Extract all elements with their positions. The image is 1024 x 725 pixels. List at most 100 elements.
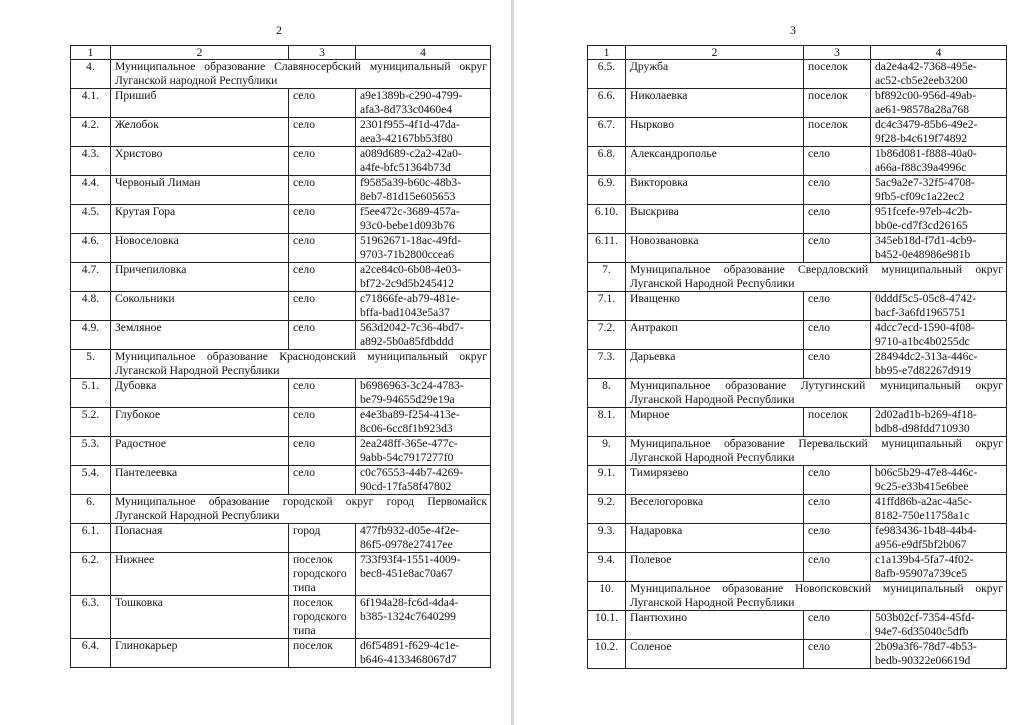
- table-row: 6.2. Нижнее поселок городского типа 733f93f…: [70, 552, 491, 596]
- settlement-id-part: e4e3ba89-f254-413e-: [360, 408, 460, 421]
- settlement-name: Крутая Гора: [110, 204, 289, 234]
- settlement-name: Тимирязево: [625, 465, 804, 495]
- settlement-id-part: 4dcc7ecd-1590-4f08-: [875, 321, 975, 334]
- table-row: 4.8. Сокольники село c71866fe-ab79-481e-bff…: [70, 291, 491, 321]
- settlement-id: 41ffd86b-a2ac-4a5c- 8182-750e11758a1c: [870, 494, 1007, 524]
- section-row: 6. Муниципальное образование городской ок…: [70, 494, 491, 524]
- settlement-id-part: aea3-42167bb53f80: [360, 132, 453, 145]
- settlement-id: a2ce84c0-6b08-4e03- bf72-2c9d5b245412: [355, 262, 491, 292]
- column-header: 1: [587, 45, 626, 60]
- settlement-type: село: [803, 494, 871, 524]
- settlement-name: Выскрива: [625, 204, 804, 234]
- settlement-name: Викторовка: [625, 175, 804, 205]
- settlement-id: b6986963-3c24-4783- be79-94655d29e19a: [355, 378, 491, 408]
- settlement-id-part: 2301f955-4f1d-47da-: [360, 118, 460, 131]
- settlement-name: Глинокарьер: [110, 638, 289, 668]
- settlement-name: Нырково: [625, 117, 804, 147]
- settlement-id: 733f93f4-1551-4009- bec8-451e8ac70a67: [355, 552, 491, 596]
- settlement-id-part: bacf-3a6fd1965751: [875, 306, 966, 319]
- settlement-id-part: b385-1324c7640299: [360, 610, 456, 623]
- settlement-id-part: a2ce84c0-6b08-4e03-: [360, 263, 462, 276]
- settlement-id-part: 1b86d081-f888-40a0-: [875, 147, 977, 160]
- section-row: 4. Муниципальное образование Славяносербс…: [70, 59, 491, 89]
- table-row: 6.10. Выскрива село 951fcefe-97eb-4c2b-bb0e…: [587, 204, 1007, 234]
- settlement-type: село: [803, 320, 871, 350]
- settlement-id-part: bf72-2c9d5b245412: [360, 277, 455, 290]
- table-row: 4.9. Земляное село 563d2042-7c36-4bd7- a892-…: [70, 320, 491, 350]
- settlement-type: село: [288, 262, 356, 292]
- settlement-name: Дубовка: [110, 378, 289, 408]
- section-row: 5. Муниципальное образование Краснодонски…: [70, 349, 491, 379]
- settlement-type: село: [803, 523, 871, 553]
- row-number: 4.2.: [70, 117, 111, 147]
- table-row: 6.6. Николаевка поселок bf892c00-956d-49ab-…: [587, 88, 1007, 118]
- settlement-name: Земляное: [110, 320, 289, 350]
- settlement-name: Мирное: [625, 407, 804, 437]
- row-number: 4.8.: [70, 291, 111, 321]
- settlement-id-part: bec8-451e8ac70a67: [360, 567, 453, 580]
- row-number: 9.1.: [587, 465, 626, 495]
- settlement-id-part: da2e4a42-7368-495e-: [875, 60, 977, 73]
- settlement-id: bf892c00-956d-49ab-ae61-98578a28a768: [870, 88, 1007, 118]
- table-row: 5.4. Пантелеевка село c0c76553-44b7-4269- 90…: [70, 465, 491, 495]
- settlement-id-part: 6f194a28-fc6d-4da4-: [360, 596, 459, 609]
- section-row: 7. Муниципальное образование Свердловский…: [587, 262, 1007, 292]
- section-number: 8.: [587, 378, 626, 408]
- settlement-type: село: [288, 436, 356, 466]
- table-row: 6.11. Новозвановка село 345eb18d-f7d1-4cb9-…: [587, 233, 1007, 263]
- settlement-id-part: 503b02cf-7354-45fd-: [875, 611, 975, 624]
- settlement-id: f9585a39-b60c-48b3- 8eb7-81d15e605653: [355, 175, 491, 205]
- settlement-type: город: [288, 523, 356, 553]
- settlement-type: село: [803, 465, 871, 495]
- settlement-id-part: fe983436-1b48-44b4-: [875, 524, 977, 537]
- section-number: 9.: [587, 436, 626, 466]
- settlement-type: село: [803, 233, 871, 263]
- settlement-id: 563d2042-7c36-4bd7- a892-5b0a85fdbddd: [355, 320, 491, 350]
- settlement-type: поселок: [803, 407, 871, 437]
- page-3: 3 1 2 3 4 6.5. Дружба поселок da2e4a42-7368-495…: [514, 0, 1024, 725]
- settlement-id-part: a956-e9df5bf2b067: [875, 538, 967, 551]
- settlement-name: Пантюхино: [625, 610, 804, 640]
- row-number: 9.4.: [587, 552, 626, 582]
- settlement-type: село: [803, 552, 871, 582]
- settlement-id-part: 90cd-17fa58f47802: [360, 480, 452, 493]
- column-header: 4: [870, 45, 1007, 60]
- row-number: 7.3.: [587, 349, 626, 379]
- settlement-id: 28494dc2-313a-446c-bb95-e7d82267d919: [870, 349, 1007, 379]
- settlement-name: Иващенко: [625, 291, 804, 321]
- settlement-id: 4dcc7ecd-1590-4f08- 9710-a1bc4b0255dc: [870, 320, 1007, 350]
- table-row: 6.5. Дружба поселок da2e4a42-7368-495e-ac52…: [587, 59, 1007, 89]
- settlement-type: село: [288, 291, 356, 321]
- row-number: 10.2.: [587, 639, 626, 669]
- settlement-id-part: 51962671-18ac-49fd-: [360, 234, 462, 247]
- section-number: 7.: [587, 262, 626, 292]
- settlement-id-part: 9fb5-cf09c1a22ec2: [875, 190, 965, 203]
- table-row: 4.1. Пришиб село a9e1389b-c290-4799- afa3-8d…: [70, 88, 491, 118]
- settlement-id-part: 94e7-6d35040c5dfb: [875, 625, 969, 638]
- section-title: Муниципальное образование Перевальский м…: [625, 436, 1007, 466]
- settlement-id-part: bffa-bad1043e5a37: [360, 306, 450, 319]
- settlement-id-part: a892-5b0a85fdbddd: [360, 335, 454, 348]
- settlement-name: Христово: [110, 146, 289, 176]
- settlement-type: село: [288, 378, 356, 408]
- row-number: 6.5.: [587, 59, 626, 89]
- settlement-id-part: dc4c3479-85b6-49e2-: [875, 118, 978, 131]
- settlement-name: Новоселовка: [110, 233, 289, 263]
- section-title: Муниципальное образование Краснодонский …: [110, 349, 491, 379]
- settlement-type: село: [288, 465, 356, 495]
- settlement-id-part: 8eb7-81d15e605653: [360, 190, 456, 203]
- settlement-id-part: 41ffd86b-a2ac-4a5c-: [875, 495, 972, 508]
- settlement-id-part: 93c0-bebe1d093b76: [360, 219, 455, 232]
- column-header: 1: [70, 45, 111, 60]
- settlement-id-part: b6986963-3c24-4783-: [360, 379, 464, 392]
- row-number: 9.2.: [587, 494, 626, 524]
- settlement-id-part: 2ea248ff-365e-477c-: [360, 437, 458, 450]
- settlement-id: 1b86d081-f888-40a0- a66a-f88c39a4996c: [870, 146, 1007, 176]
- settlement-id-part: 345eb18d-f7d1-4cb9-: [875, 234, 977, 247]
- settlement-name: Новозвановка: [625, 233, 804, 263]
- settlement-type: село: [288, 117, 356, 147]
- settlement-id-part: bdb8-d98fdd710930: [875, 422, 970, 435]
- settlement-id-part: 28494dc2-313a-446c-: [875, 350, 978, 363]
- settlement-type: село: [803, 204, 871, 234]
- table-row: 9.3. Надаровка село fe983436-1b48-44b4- a956…: [587, 523, 1007, 553]
